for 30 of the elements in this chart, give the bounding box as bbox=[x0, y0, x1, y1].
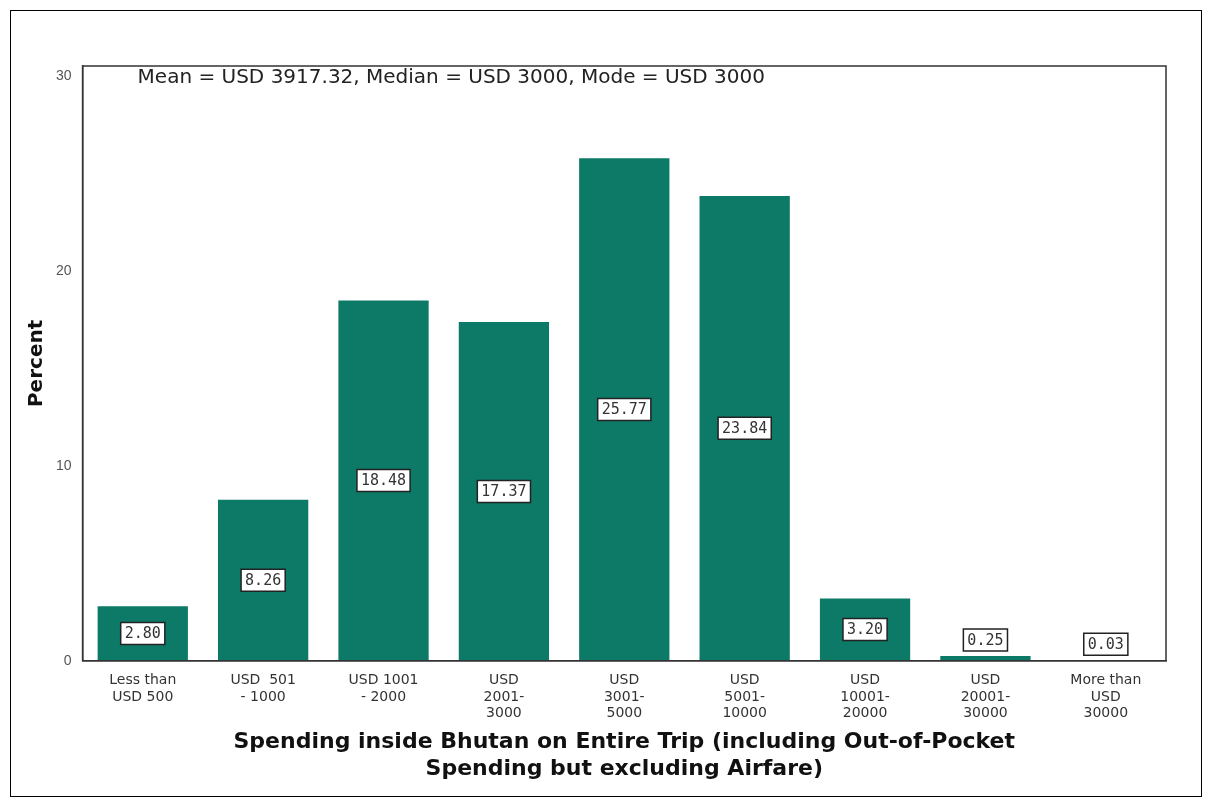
y-tick-label: 10 bbox=[55, 456, 72, 473]
x-tick-label: USD 501 - 1000 bbox=[230, 670, 296, 704]
x-tick-label: USD 5001- 10000 bbox=[722, 670, 767, 721]
data-label: 18.48 bbox=[360, 471, 407, 490]
bar bbox=[579, 158, 670, 661]
y-tick-label: 0 bbox=[63, 651, 72, 668]
x-tick-label: More than USD 30000 bbox=[1070, 670, 1142, 721]
x-tick-label: Less than USD 500 bbox=[109, 670, 177, 704]
x-tick-label: USD 3001- 5000 bbox=[603, 670, 645, 721]
bar bbox=[338, 300, 429, 661]
y-tick-label: 20 bbox=[55, 261, 72, 278]
x-tick-label: USD 2001- 3000 bbox=[483, 670, 525, 721]
bar bbox=[218, 499, 309, 661]
data-label: 3.20 bbox=[846, 620, 884, 639]
bar bbox=[699, 195, 790, 661]
y-tick-label: 30 bbox=[55, 66, 72, 83]
data-label: 8.26 bbox=[245, 571, 282, 590]
x-axis-title: Spending inside Bhutan on Entire Trip (including Out-of-Pocket Spending but excluding Airfare) bbox=[233, 728, 1016, 780]
y-axis-title: Percent bbox=[23, 319, 48, 408]
data-label: 0.03 bbox=[1087, 635, 1124, 654]
x-tick-label: USD 1001 - 2000 bbox=[348, 670, 419, 704]
data-label: 2.80 bbox=[124, 624, 161, 643]
x-tick-label: USD 10001- 20000 bbox=[840, 670, 890, 721]
data-label: 25.77 bbox=[601, 400, 647, 419]
x-tick-label: USD 20001- 30000 bbox=[960, 670, 1011, 721]
data-label: 23.84 bbox=[722, 419, 768, 438]
data-label: 0.25 bbox=[967, 630, 1004, 649]
annotation: Mean = USD 3917.32, Median = USD 3000, Mode = USD 3000 bbox=[137, 64, 765, 89]
data-label: 17.37 bbox=[481, 482, 527, 501]
bar bbox=[458, 322, 550, 661]
